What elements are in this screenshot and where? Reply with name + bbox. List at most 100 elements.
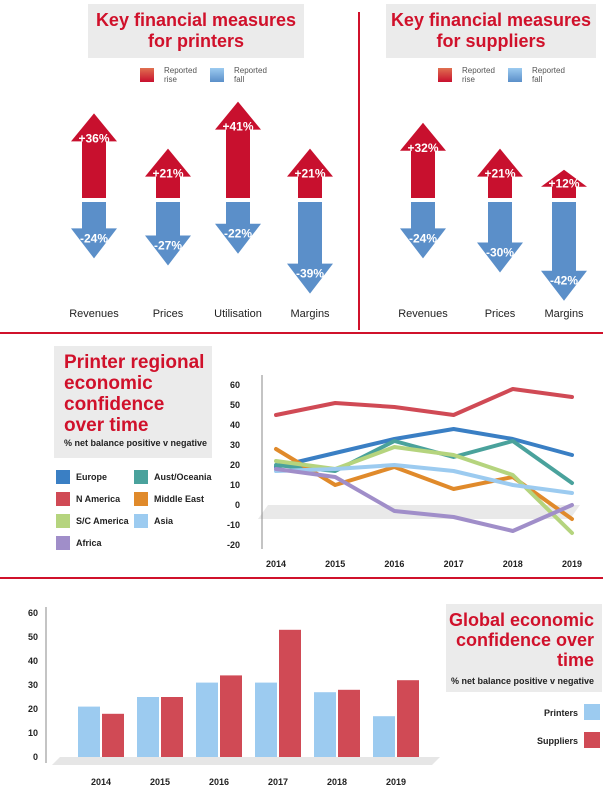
global-title: Global economic confidence over time xyxy=(448,610,594,670)
category-label: Margins xyxy=(290,308,330,320)
legend-label: Aust/Oceania xyxy=(154,472,212,482)
rise-value-label: +32% xyxy=(407,141,438,155)
x-tick-label: 2019 xyxy=(562,559,582,569)
x-tick-label: 2019 xyxy=(386,777,406,787)
fall-arrow xyxy=(541,202,587,301)
x-tick-label: 2017 xyxy=(444,559,464,569)
legend-fall-swatch xyxy=(210,68,224,82)
arrow-group: +12% -42% xyxy=(541,169,587,301)
regional-title-box: Printer regional economic confidence ove… xyxy=(54,346,212,458)
fall-value-label: -27% xyxy=(154,238,182,252)
y-tick-label: 60 xyxy=(28,608,38,618)
fall-value-label: -24% xyxy=(80,231,108,245)
arrow-group: +32% -24% xyxy=(400,122,446,259)
legend-label: Asia xyxy=(154,516,174,526)
legend-label: Middle East xyxy=(154,494,205,504)
rise-value-label: +21% xyxy=(294,167,325,181)
fall-value-label: -22% xyxy=(224,227,252,241)
data-point xyxy=(275,464,277,466)
bar-suppliers xyxy=(161,697,183,757)
y-tick-label: 40 xyxy=(28,656,38,666)
arrow-group: +41% -22% xyxy=(215,101,261,254)
legend-rise-swatch xyxy=(438,68,452,82)
bar-suppliers xyxy=(397,680,419,757)
y-tick-label: 20 xyxy=(230,460,240,470)
bar-printers xyxy=(196,682,218,757)
printers-legend: Reported rise Reported fall xyxy=(140,66,300,90)
data-point xyxy=(453,414,455,416)
section-divider-1 xyxy=(0,332,603,334)
rise-arrow xyxy=(287,148,333,198)
rise-value-label: +36% xyxy=(78,131,109,145)
arrow-group: +21% -30% xyxy=(477,148,523,273)
category-label: Margins xyxy=(544,308,584,320)
series-line-s-c-america xyxy=(274,445,574,535)
data-point xyxy=(453,488,455,490)
data-point xyxy=(571,482,573,484)
category-label: Prices xyxy=(484,308,516,320)
fall-value-label: -24% xyxy=(409,231,437,245)
series-line-europe xyxy=(274,427,574,469)
data-point xyxy=(453,454,455,456)
legend-label: Printers xyxy=(543,708,578,718)
x-tick-label: 2018 xyxy=(503,559,523,569)
legend-label: N America xyxy=(76,494,121,504)
y-tick-label: 10 xyxy=(230,480,240,490)
y-tick-label: 30 xyxy=(28,680,38,690)
y-tick-label: -10 xyxy=(227,520,240,530)
y-tick-label: -20 xyxy=(227,540,240,550)
regional-subtitle: % net balance positive v negative xyxy=(64,438,208,448)
data-point xyxy=(571,492,573,494)
bar-suppliers xyxy=(338,689,360,757)
data-point xyxy=(393,440,395,442)
data-point xyxy=(393,406,395,408)
fall-value-label: -39% xyxy=(296,267,324,281)
data-point xyxy=(393,446,395,448)
x-tick-label: 2015 xyxy=(150,777,170,787)
x-tick-label: 2014 xyxy=(91,777,111,787)
category-label: Utilisation xyxy=(214,308,262,320)
bar-suppliers xyxy=(279,629,301,757)
legend-swatch xyxy=(56,536,70,550)
legend-rise-swatch xyxy=(140,68,154,82)
data-point xyxy=(512,484,514,486)
rise-arrow xyxy=(145,148,191,198)
category-label: Prices xyxy=(152,308,184,320)
legend-swatch xyxy=(584,732,600,748)
y-tick-label: 10 xyxy=(28,728,38,738)
legend-swatch xyxy=(56,470,70,484)
legend-rise-label: Reported rise xyxy=(164,66,197,84)
suppliers-arrows-chart: +32% -24% +21% -30% +12% -42% xyxy=(400,122,587,301)
data-point xyxy=(512,530,514,532)
y-tick-label: 30 xyxy=(230,440,240,450)
legend-swatch xyxy=(134,514,148,528)
x-tick-label: 2016 xyxy=(384,559,404,569)
data-point xyxy=(334,452,336,454)
series-line-asia xyxy=(274,463,574,495)
regional-legend: Europe Aust/Oceania N America Middle East S/… xyxy=(56,470,216,560)
x-tick-label: 2018 xyxy=(327,777,347,787)
series-line-africa xyxy=(274,467,574,533)
bar-printers xyxy=(373,716,395,757)
regional-title: Printer regional economic confidence ove… xyxy=(64,352,205,436)
bar-printers xyxy=(255,682,277,757)
data-point xyxy=(571,518,573,520)
data-point xyxy=(393,464,395,466)
data-point xyxy=(275,414,277,416)
y-tick-label: 20 xyxy=(28,704,38,714)
legend-swatch xyxy=(56,492,70,506)
rise-arrow xyxy=(71,113,117,198)
data-point xyxy=(334,484,336,486)
fall-value-label: -30% xyxy=(486,246,514,260)
legend-fall-swatch xyxy=(508,68,522,82)
rise-value-label: +12% xyxy=(548,177,579,191)
arrow-group: +36% -24% xyxy=(71,113,117,259)
data-point xyxy=(393,510,395,512)
global-title-box: Global economic confidence over time % n… xyxy=(446,604,602,692)
legend-swatch xyxy=(134,470,148,484)
global-bar-chart: 0 10 20 30 40 50 60 2014 2015 2016 2017 2018 2019 xyxy=(28,607,440,787)
legend-fall-label: Reported fall xyxy=(234,66,267,84)
fall-arrow xyxy=(287,202,333,294)
fall-arrow xyxy=(400,202,446,259)
bar-suppliers xyxy=(220,675,242,757)
